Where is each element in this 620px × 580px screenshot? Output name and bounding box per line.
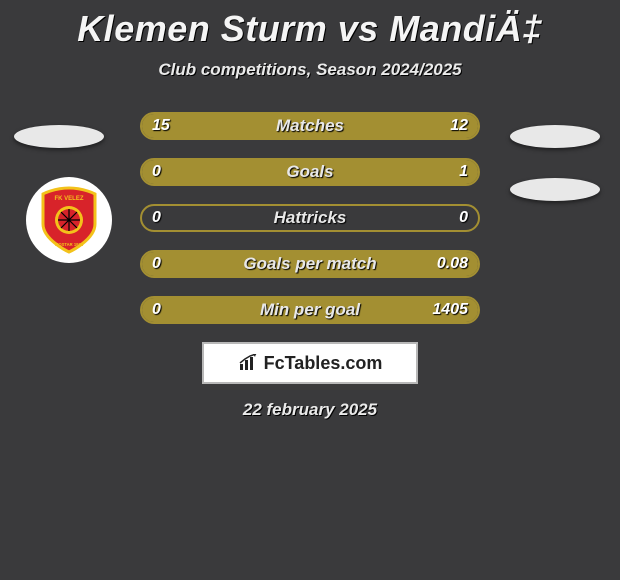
subtitle: Club competitions, Season 2024/2025 <box>0 60 620 80</box>
page-title: Klemen Sturm vs MandiÄ‡ <box>0 0 620 50</box>
brand-badge[interactable]: FcTables.com <box>202 342 418 384</box>
right-photo-placeholder-2 <box>510 178 600 201</box>
stat-bar-left-fill <box>142 114 329 138</box>
stat-bar-right-fill <box>142 160 478 184</box>
stat-bar-track <box>140 250 480 278</box>
fk-velez-shield-icon: FK VELEZ MOSTAR 1922 <box>39 186 99 254</box>
comparison-content: FK VELEZ MOSTAR 1922 Matches1512 Goals01 H… <box>0 112 620 420</box>
stat-bar-track <box>140 204 480 232</box>
stat-bar-track <box>140 158 480 186</box>
stat-bar-right-fill <box>142 298 478 322</box>
stat-row: Hattricks00 <box>140 204 480 232</box>
club-logo: FK VELEZ MOSTAR 1922 <box>26 177 112 263</box>
stat-row: Goals01 <box>140 158 480 186</box>
right-photo-placeholder-1 <box>510 125 600 148</box>
stat-row: Goals per match00.08 <box>140 250 480 278</box>
stats-bars: Matches1512 Goals01 Hattricks00 Goals per m… <box>140 112 480 324</box>
stat-bar-track <box>140 112 480 140</box>
stat-bar-right-fill <box>142 252 478 276</box>
left-photo-placeholder <box>14 125 104 148</box>
stat-row: Min per goal01405 <box>140 296 480 324</box>
logo-text-bottom: MOSTAR 1922 <box>55 242 84 247</box>
stat-row: Matches1512 <box>140 112 480 140</box>
date-label: 22 february 2025 <box>0 400 620 420</box>
stat-bar-right-fill <box>329 114 478 138</box>
stat-bar-track <box>140 296 480 324</box>
brand-label: FcTables.com <box>264 353 383 374</box>
logo-text-top: FK VELEZ <box>54 196 83 202</box>
bar-chart-icon <box>238 354 260 372</box>
